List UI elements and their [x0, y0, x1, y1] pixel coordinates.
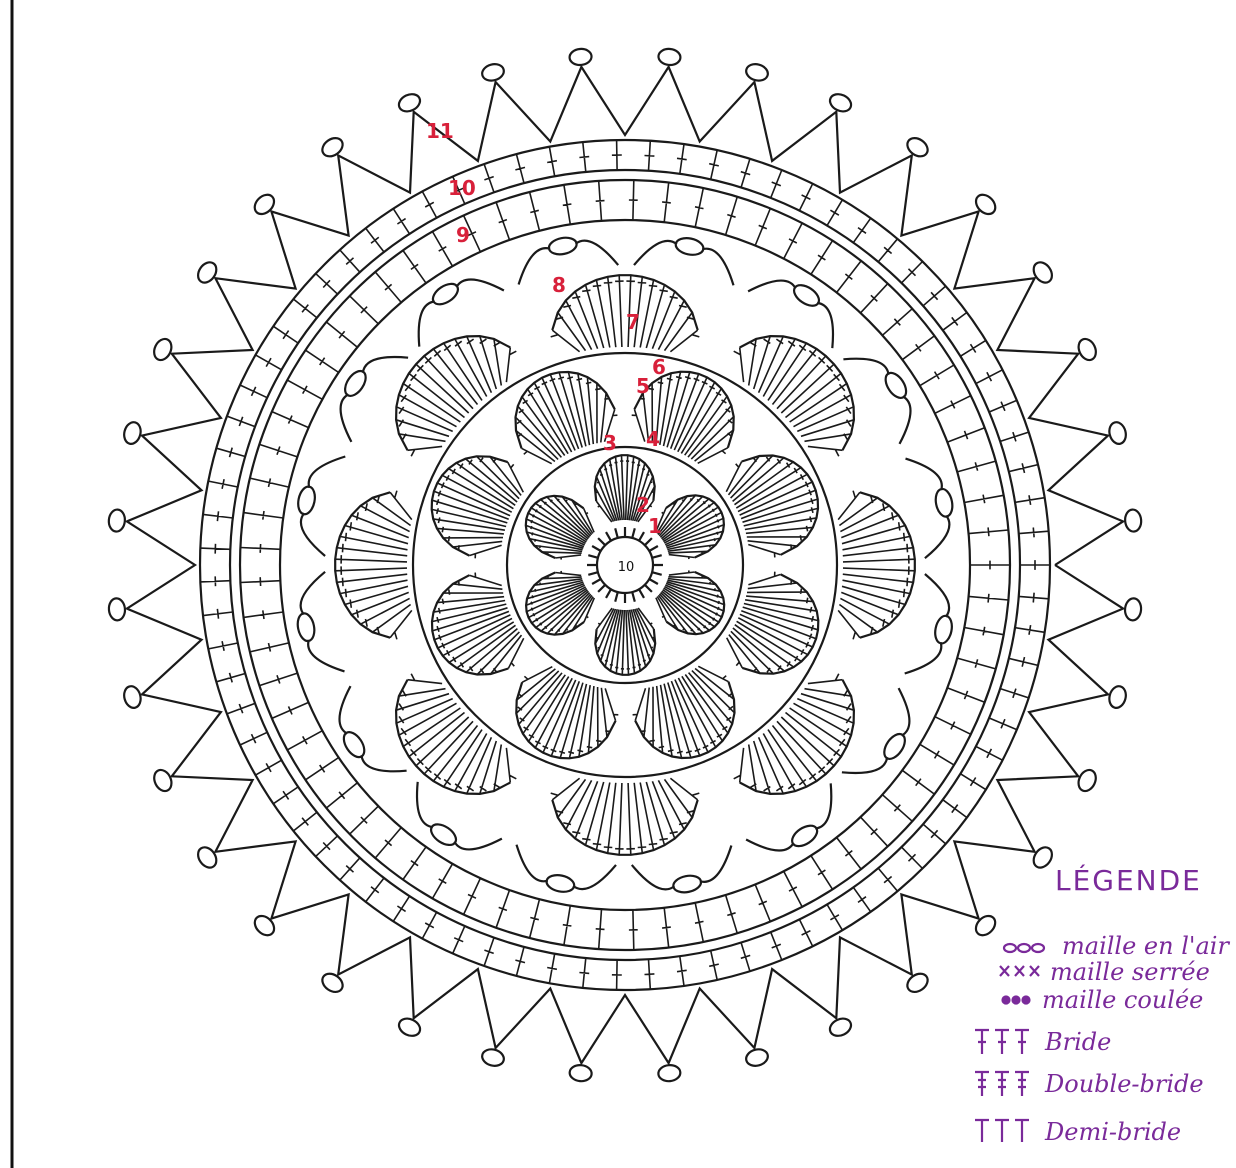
round-number: 11 — [426, 119, 454, 143]
half-treble-symbol — [975, 1120, 1029, 1142]
legend-label: Bride — [1044, 1028, 1111, 1056]
treble-symbol — [975, 1030, 1029, 1054]
round-number: 4 — [646, 427, 660, 451]
center-label: 10 — [618, 560, 635, 575]
round-number: 9 — [456, 223, 470, 247]
round-number: 6 — [652, 355, 666, 379]
legend-title: LÉGENDE — [1055, 863, 1202, 897]
legend-label: maille coulée — [1042, 986, 1203, 1014]
legend-label: Demi-bride — [1044, 1118, 1181, 1146]
round-number: 3 — [603, 431, 617, 455]
slip-stitch-symbol — [1003, 997, 1030, 1004]
double-treble-symbol — [975, 1072, 1029, 1096]
legend-label: maille serrée — [1050, 958, 1210, 986]
legend-label: maille en l'air — [1062, 932, 1230, 960]
round-number: 7 — [626, 310, 640, 334]
round-number: 1 — [648, 514, 662, 538]
round-number: 5 — [636, 374, 650, 398]
crochet-diagram: 10 1 2 3 4 5 6 7 8 9 10 11 LÉGENDE maill… — [0, 0, 1236, 1168]
round-number: 10 — [448, 176, 476, 200]
round-number: 2 — [636, 493, 650, 517]
round-number: 8 — [552, 273, 566, 297]
legend-label: Double-bride — [1044, 1070, 1204, 1098]
